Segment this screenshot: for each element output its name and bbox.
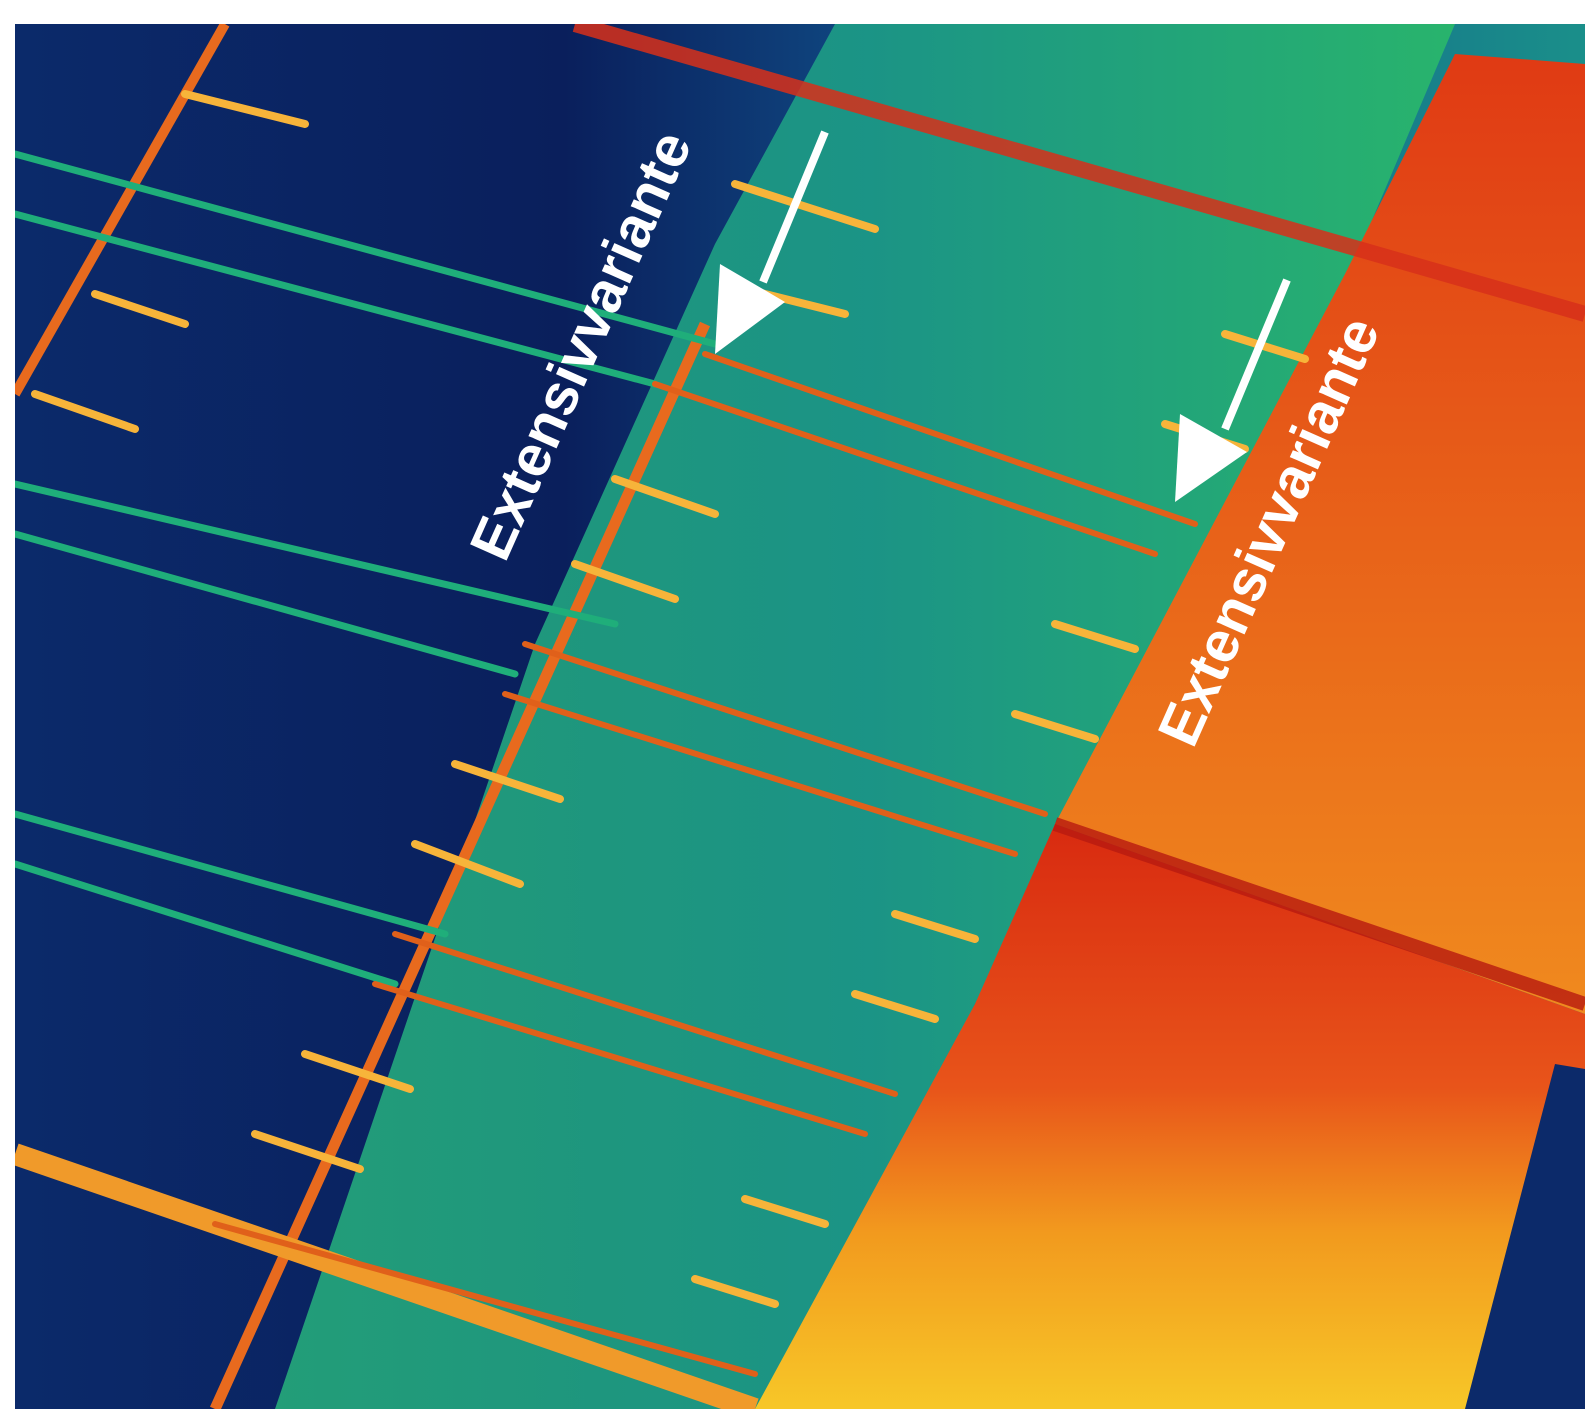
- road-bottom: [15, 1143, 759, 1409]
- medium-field: [275, 24, 1455, 1409]
- down-left-arrow-2: [1221, 278, 1291, 431]
- down-left-arrow-2-head: [1175, 414, 1247, 502]
- thermal-image: Extensivvariante Extensivvariante: [15, 24, 1585, 1409]
- hot-field-lower: [755, 824, 1585, 1409]
- down-left-arrow-1-head: [715, 264, 785, 354]
- field-border: [1052, 817, 1585, 1011]
- drainage-lines: [15, 150, 719, 988]
- trench-lines: [212, 351, 1198, 1377]
- road-left: [15, 24, 230, 397]
- cold-strip-right: [1465, 1064, 1585, 1409]
- down-left-arrow-1: [759, 130, 829, 284]
- road-top: [572, 24, 1585, 322]
- hot-stubs: [31, 90, 1309, 1308]
- road-center: [209, 321, 711, 1409]
- hot-field-upper: [1055, 54, 1585, 1014]
